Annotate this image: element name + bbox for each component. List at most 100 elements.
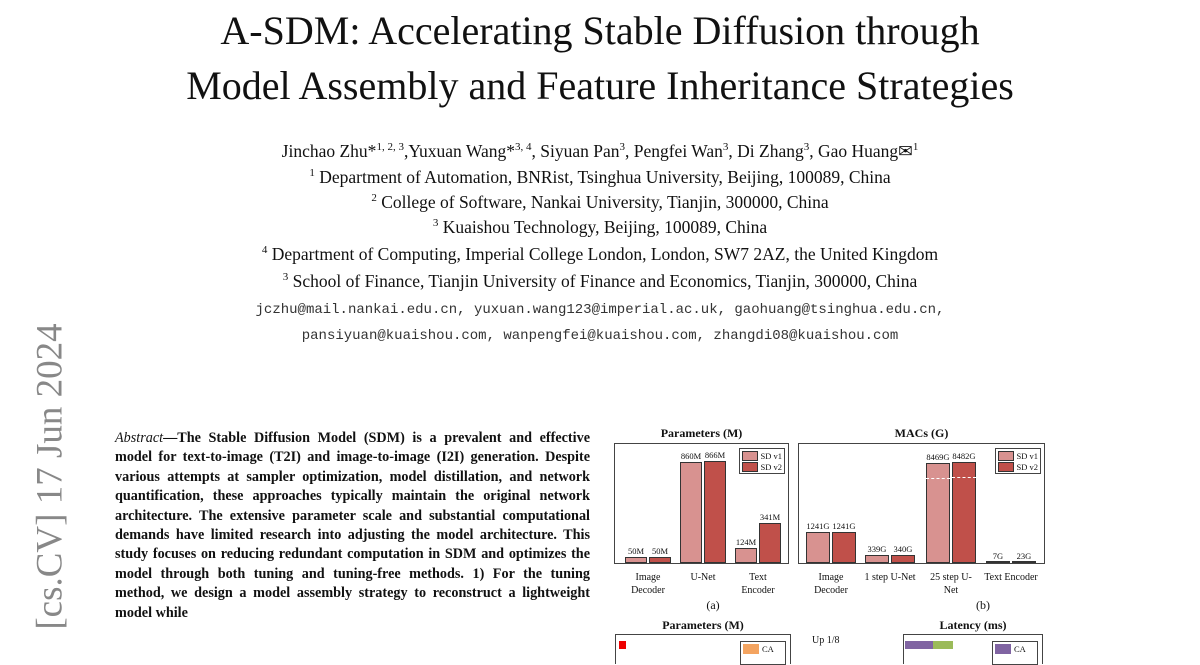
emails-line-2: pansiyuan@kuaishou.com, wanpengfei@kuais…: [301, 328, 899, 344]
affiliation: 2 College of Software, Nankai University…: [0, 192, 1200, 213]
emails-line-1: jczhu@mail.nankai.edu.cn, yuxuan.wang123…: [255, 302, 945, 318]
data-label: 1241G: [806, 520, 830, 531]
affiliation: 4 Department of Computing, Imperial Coll…: [0, 244, 1200, 265]
axis-break-mark: [952, 477, 976, 480]
data-label: 339G: [867, 543, 887, 554]
chart-c-plot: CA: [615, 634, 791, 665]
chart-c-title: Parameters (M): [662, 618, 744, 632]
author: Pengfei Wan: [633, 141, 723, 161]
author-affiliation-mark: 3, 4: [514, 141, 532, 154]
author: Gao Huang✉: [817, 141, 913, 161]
chart-c-bar: [619, 641, 626, 649]
chart-d-category: Up 1/8: [812, 635, 840, 646]
x-tick-label: Image Decoder: [814, 572, 848, 596]
axis-break-mark: [926, 478, 950, 481]
abstract-text: —The Stable Diffusion Model (SDM) is a p…: [115, 430, 590, 621]
bar-sd-v2: [952, 462, 976, 563]
bar-sd-v1: [680, 461, 702, 563]
bar-sd-v2: [759, 522, 781, 563]
affiliation-text: College of Software, Nankai University, …: [381, 192, 829, 212]
x-tick-label: U-Net: [690, 572, 716, 583]
author-affiliation-mark: 1, 2, 3: [376, 141, 404, 154]
legend-swatch: [995, 643, 1011, 654]
chart-d-legend: CA: [992, 641, 1038, 665]
affiliation-mark: 1: [309, 167, 315, 180]
legend-swatch: [741, 461, 758, 472]
chart-a-title: Parameters (M): [660, 426, 743, 440]
author-affiliation-mark: 1: [912, 141, 919, 154]
x-tick-label: Text Encoder: [741, 572, 775, 596]
legend-swatch: [997, 461, 1014, 472]
legend-label: SD v1: [760, 450, 783, 461]
legend-swatch: [741, 450, 758, 461]
chart-c-legend: CA: [740, 641, 786, 665]
legend-label: SD v1: [1016, 450, 1039, 461]
x-tick-label: 25 step U-Net: [930, 572, 972, 596]
chart-d-plot: CA: [903, 634, 1043, 665]
affiliation: 3 Kuaishou Technology, Beijing, 100089, …: [0, 217, 1200, 238]
chart-a-plot: 50M 50M Image Decoder 860M 866M U-Net 124M 341M…: [614, 443, 789, 596]
x-tick-label: Image Decoder: [631, 572, 665, 596]
legend-swatch: [743, 643, 759, 654]
arxiv-stamp: [cs.CV] 17 Jun 2024: [29, 323, 71, 630]
author-affiliation-mark: 3: [803, 141, 810, 154]
legend-label: CA: [762, 643, 774, 654]
bar-sd-v1: [865, 554, 889, 563]
chart-d-bar-ca: [905, 641, 933, 649]
bar-sd-v1: [625, 557, 647, 563]
bar-sd-v1: [986, 561, 1010, 563]
x-tick-label: Text Encoder: [984, 572, 1038, 583]
bar-sd-v2: [649, 557, 671, 563]
data-label: 8482G: [952, 451, 976, 462]
chart-b-title: MACs (G): [894, 426, 949, 440]
paper-title-line-1: A-SDM: Accelerating Stable Diffusion thr…: [220, 8, 980, 53]
data-label: 50M: [651, 546, 669, 557]
data-label: 866M: [704, 449, 726, 460]
chart-d-bar: [933, 641, 953, 649]
affiliation-mark: 3: [282, 271, 289, 284]
bar-sd-v2: [1012, 561, 1036, 563]
paper-title-line-2: Model Assembly and Feature Inheritance S…: [186, 63, 1014, 108]
bar-sd-v2: [832, 531, 856, 563]
chart-legend: SD v1 SD v2: [738, 448, 785, 474]
affiliation-mark: 3: [432, 217, 439, 230]
affiliation-mark: 2: [371, 192, 377, 205]
affiliation: 3 School of Finance, Tianjin University …: [0, 271, 1200, 292]
affiliation-mark: 4: [261, 244, 268, 257]
affiliation: 1 Department of Automation, BNRist, Tsin…: [0, 167, 1200, 188]
bar-sd-v1: [806, 531, 830, 563]
author-list: Jinchao Zhu*1, 2, 3,Yuxuan Wang*3, 4, Si…: [281, 141, 919, 161]
legend-label: SD v2: [760, 461, 783, 472]
legend-label: SD v2: [1016, 461, 1039, 472]
bar-sd-v1: [926, 463, 950, 563]
data-label: 340G: [893, 543, 913, 554]
author: Di Zhang: [737, 141, 804, 161]
chart-b-plot: 1241G 1241G Image Decoder 339G 340G 1 step U-…: [798, 443, 1045, 596]
x-tick-label: 1 step U-Net: [864, 572, 916, 583]
author: Yuxuan Wang*: [408, 141, 515, 161]
affiliation-text: Department of Automation, BNRist, Tsingh…: [319, 167, 891, 187]
data-label: 124M: [735, 537, 757, 548]
affiliation-text: Kuaishou Technology, Beijing, 100089, Ch…: [442, 217, 768, 237]
abstract: Abstract—The Stable Diffusion Model (SDM…: [115, 429, 590, 623]
data-label: 8469G: [926, 452, 950, 462]
data-label: 7G: [992, 551, 1004, 561]
legend-label: CA: [1014, 643, 1026, 654]
affiliation-text: School of Finance, Tianjin University of…: [292, 271, 918, 291]
chart-a-caption: (a): [706, 598, 720, 612]
data-label: 1241G: [832, 520, 856, 531]
data-label: 50M: [627, 546, 645, 557]
data-label: 860M: [680, 450, 702, 461]
abstract-label: Abstract: [115, 430, 164, 446]
author: Jinchao Zhu*: [281, 141, 377, 161]
chart-legend: SD v1 SD v2: [994, 448, 1041, 474]
bar-sd-v2: [704, 460, 726, 563]
bar-sd-v2: [891, 554, 915, 563]
chart-d-title: Latency (ms): [939, 618, 1007, 632]
legend-swatch: [997, 450, 1014, 461]
data-label: 23G: [1016, 551, 1032, 561]
author-affiliation-mark: 3: [722, 141, 729, 154]
bar-sd-v1: [735, 548, 757, 563]
chart-b-caption: (b): [976, 598, 990, 612]
author: Siyuan Pan: [540, 141, 620, 161]
